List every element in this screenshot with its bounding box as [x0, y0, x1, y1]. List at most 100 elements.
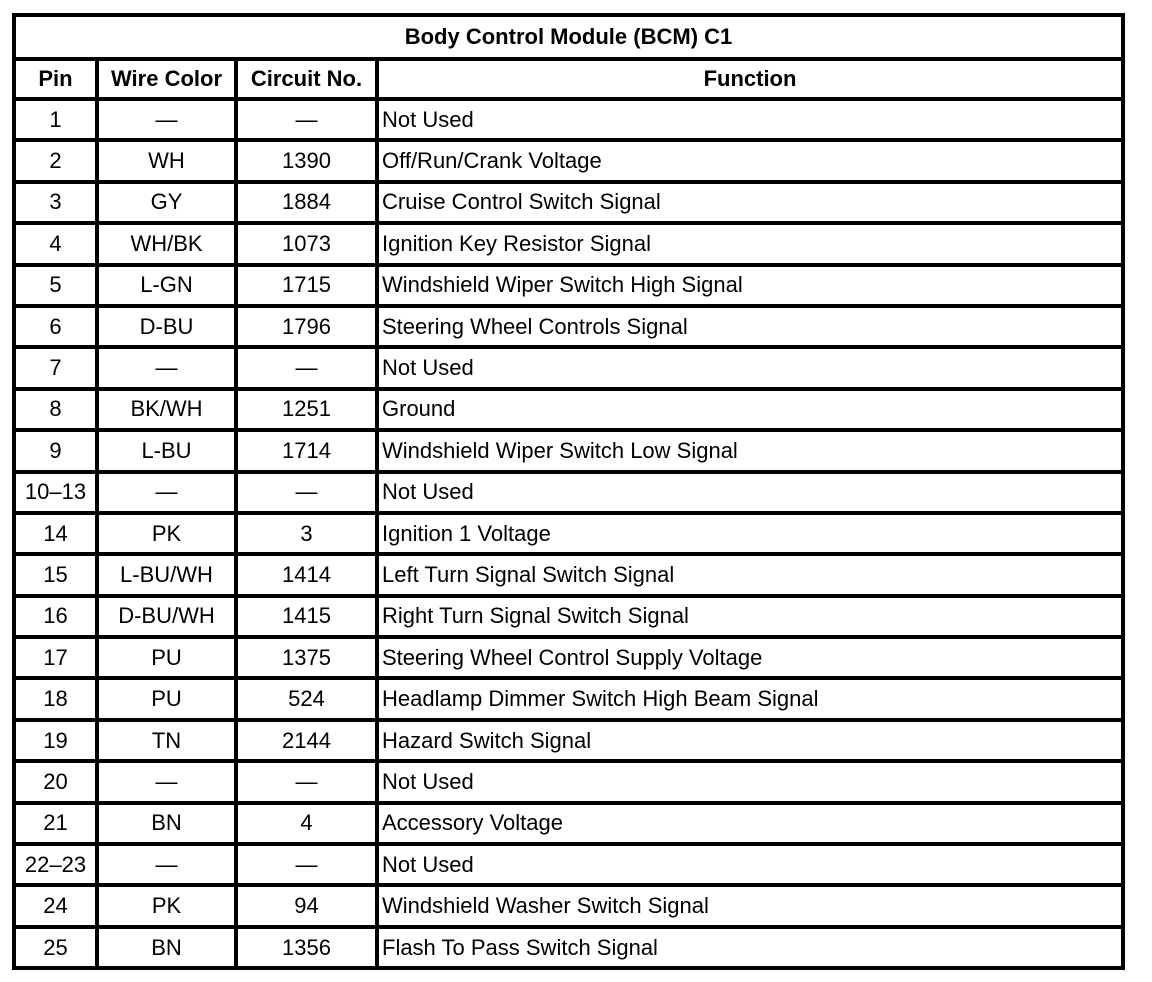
function-cell: Ignition Key Resistor Signal: [375, 221, 1125, 267]
circuit-no-cell: 1375: [234, 635, 379, 681]
function-cell: Steering Wheel Control Supply Voltage: [375, 635, 1125, 681]
wire-color-cell: WH: [95, 138, 238, 184]
pin-cell: 2: [12, 138, 99, 184]
table-row: 19 TN 2144 Hazard Switch Signal: [12, 717, 1125, 764]
table-row: 21 BN 4 Accessory Voltage: [12, 800, 1125, 847]
wire-color-cell: —: [95, 96, 238, 143]
table-row: 15 L-BU/WH 1414 Left Turn Signal Switch Sig…: [12, 552, 1125, 598]
pin-cell: 6: [12, 303, 99, 350]
table-row: 24 PK 94 Windshield Washer Switch Signal: [12, 883, 1125, 929]
pin-cell: 22–23: [12, 842, 99, 888]
table-row: 25 BN 1356 Flash To Pass Switch Signal: [12, 924, 1125, 971]
function-cell: Left Turn Signal Switch Signal: [375, 552, 1125, 598]
wire-color-cell: —: [95, 345, 238, 391]
circuit-no-cell: —: [234, 842, 379, 888]
table-row: 18 PU 524 Headlamp Dimmer Switch High Beam …: [12, 676, 1125, 722]
wire-color-cell: BK/WH: [95, 386, 238, 433]
function-cell: Accessory Voltage: [375, 800, 1125, 847]
circuit-no-cell: 1796: [234, 303, 379, 350]
function-cell: Flash To Pass Switch Signal: [375, 924, 1125, 971]
wire-color-cell: PU: [95, 635, 238, 681]
table-row: 4 WH/BK 1073 Ignition Key Resistor Signal: [12, 221, 1125, 267]
header-wire-color: Wire Color: [95, 57, 238, 101]
wire-color-cell: PK: [95, 510, 238, 557]
function-cell: Windshield Wiper Switch Low Signal: [375, 428, 1125, 474]
table-title: Body Control Module (BCM) C1: [12, 13, 1125, 61]
table-row: 2 WH 1390 Off/Run/Crank Voltage: [12, 138, 1125, 184]
circuit-no-cell: 1884: [234, 179, 379, 226]
pin-cell: 10–13: [12, 469, 99, 515]
table-row: 16 D-BU/WH 1415 Right Turn Signal Switch Si…: [12, 593, 1125, 640]
wire-color-cell: PK: [95, 883, 238, 929]
circuit-no-cell: 3: [234, 510, 379, 557]
pin-cell: 5: [12, 262, 99, 308]
function-cell: Not Used: [375, 842, 1125, 888]
wire-color-cell: D-BU/WH: [95, 593, 238, 640]
table-row: 14 PK 3 Ignition 1 Voltage: [12, 510, 1125, 557]
pin-cell: 8: [12, 386, 99, 433]
function-cell: Off/Run/Crank Voltage: [375, 138, 1125, 184]
pin-cell: 16: [12, 593, 99, 640]
circuit-no-cell: 1715: [234, 262, 379, 308]
pin-cell: 19: [12, 717, 99, 764]
table-row: 22–23— — Not Used: [12, 842, 1125, 888]
function-cell: Cruise Control Switch Signal: [375, 179, 1125, 226]
pin-cell: 17: [12, 635, 99, 681]
table-row: 1— — Not Used: [12, 96, 1125, 143]
pin-cell: 3: [12, 179, 99, 226]
circuit-no-cell: 524: [234, 676, 379, 722]
pin-cell: 18: [12, 676, 99, 722]
table-row: 8 BK/WH 1251 Ground: [12, 386, 1125, 433]
circuit-no-cell: 1390: [234, 138, 379, 184]
pin-cell: 14: [12, 510, 99, 557]
header-pin: Pin: [12, 57, 99, 101]
function-cell: Ground: [375, 386, 1125, 433]
wire-color-cell: D-BU: [95, 303, 238, 350]
table-row: 6 D-BU 1796 Steering Wheel Controls Signal: [12, 303, 1125, 350]
pin-cell: 15: [12, 552, 99, 598]
circuit-no-cell: 1415: [234, 593, 379, 640]
function-cell: Ignition 1 Voltage: [375, 510, 1125, 557]
pin-cell: 9: [12, 428, 99, 474]
wire-color-cell: BN: [95, 800, 238, 847]
table-row: 10–13— — Not Used: [12, 469, 1125, 515]
circuit-no-cell: —: [234, 96, 379, 143]
function-cell: Not Used: [375, 96, 1125, 143]
circuit-no-cell: 2144: [234, 717, 379, 764]
function-cell: Hazard Switch Signal: [375, 717, 1125, 764]
circuit-no-cell: 1414: [234, 552, 379, 598]
wire-color-cell: TN: [95, 717, 238, 764]
wire-color-cell: BN: [95, 924, 238, 971]
circuit-no-cell: 1251: [234, 386, 379, 433]
table-title-row: Body Control Module (BCM) C1: [12, 13, 1125, 61]
circuit-no-cell: 1073: [234, 221, 379, 267]
circuit-no-cell: 1356: [234, 924, 379, 971]
wire-color-cell: WH/BK: [95, 221, 238, 267]
wire-color-cell: L-BU: [95, 428, 238, 474]
wire-color-cell: —: [95, 842, 238, 888]
function-cell: Right Turn Signal Switch Signal: [375, 593, 1125, 640]
function-cell: Steering Wheel Controls Signal: [375, 303, 1125, 350]
function-cell: Windshield Wiper Switch High Signal: [375, 262, 1125, 308]
function-cell: Windshield Washer Switch Signal: [375, 883, 1125, 929]
function-cell: Not Used: [375, 759, 1125, 805]
function-cell: Not Used: [375, 469, 1125, 515]
circuit-no-cell: —: [234, 759, 379, 805]
circuit-no-cell: 1714: [234, 428, 379, 474]
pin-cell: 20: [12, 759, 99, 805]
pin-cell: 7: [12, 345, 99, 391]
table-row: 17 PU 1375 Steering Wheel Control Supply Vo…: [12, 635, 1125, 681]
table-row: 9 L-BU 1714 Windshield Wiper Switch Low Sig…: [12, 428, 1125, 474]
circuit-no-cell: 4: [234, 800, 379, 847]
function-cell: Not Used: [375, 345, 1125, 391]
pin-cell: 21: [12, 800, 99, 847]
wire-color-cell: L-BU/WH: [95, 552, 238, 598]
wire-color-cell: —: [95, 469, 238, 515]
table-row: 7— — Not Used: [12, 345, 1125, 391]
wire-color-cell: L-GN: [95, 262, 238, 308]
pin-cell: 1: [12, 96, 99, 143]
wire-color-cell: —: [95, 759, 238, 805]
header-function: Function: [375, 57, 1125, 101]
bcm-c1-connector-table: Body Control Module (BCM) C1 Pin Wire Co…: [12, 13, 1125, 971]
circuit-no-cell: —: [234, 345, 379, 391]
